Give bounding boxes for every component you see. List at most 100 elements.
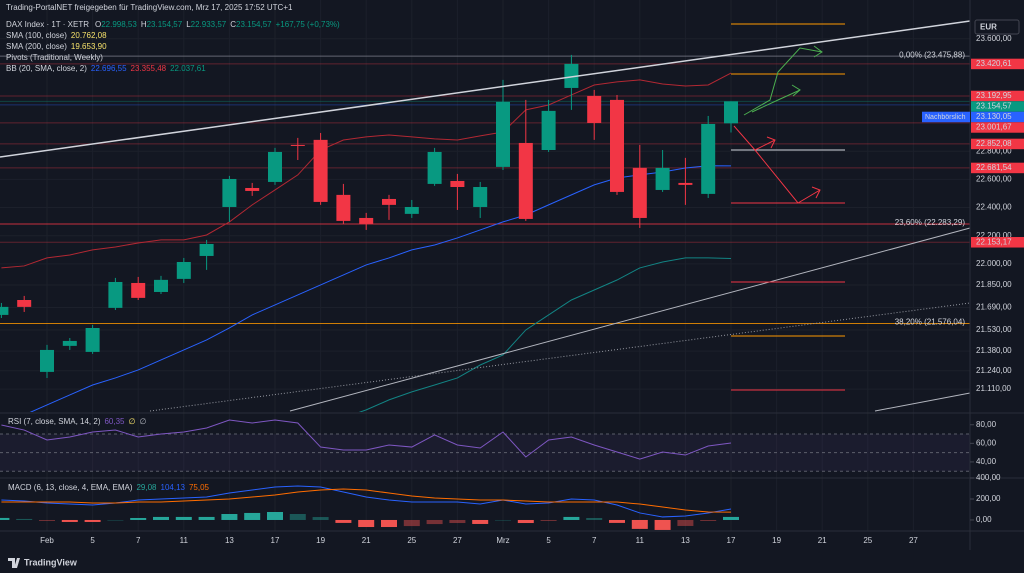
shared-note: Trading-PortalNET freigegeben für Tradin…: [6, 3, 293, 12]
candle-body: [564, 63, 579, 88]
indicator-row: SMA (100, close) 20.762,08: [6, 31, 107, 40]
currency-box[interactable]: [974, 19, 1020, 35]
macd-histogram-bar: [221, 513, 238, 520]
macd-histogram-bar: [700, 519, 717, 521]
scenario-arrow: [751, 89, 801, 113]
candle-body: [245, 187, 260, 191]
session-box: [922, 111, 970, 123]
fib-label: 0,00% (23.475,88): [899, 50, 965, 59]
macd-histogram-bar: [175, 516, 192, 520]
fib-label: 38,20% (21.576,04): [895, 318, 966, 327]
candle-body: [17, 299, 32, 307]
ohlc-key: O: [95, 20, 101, 29]
indicator-name: RSI (7, close, SMA, 14, 2): [8, 417, 101, 426]
candle-body: [0, 306, 9, 315]
indicator-row: BB (20, SMA, close, 2) 22.696,55 23.355,48…: [6, 64, 206, 73]
candle-body: [404, 206, 419, 214]
indicator-name: Pivots (Traditional, Weekly): [6, 53, 103, 62]
x-tick-label: 13: [225, 536, 234, 545]
candle-body: [518, 142, 533, 219]
pane-title: MACD (6, 13, close, 4, EMA, EMA) 29,08 104…: [8, 483, 210, 492]
price-label: 23.001,67: [976, 123, 1012, 132]
candle-body: [496, 101, 510, 167]
macd-histogram-bar: [84, 519, 101, 522]
currency: EUR: [980, 23, 997, 32]
trend-line: [874, 392, 971, 412]
y-tick-label: 21.380,00: [976, 346, 1012, 355]
y-tick-label: 22.200,00: [976, 231, 1012, 240]
y-tick-label: 40,00: [976, 457, 997, 466]
trend-line: [289, 227, 971, 412]
y-tick-label: 400,00: [976, 473, 1001, 482]
candle-body: [382, 198, 396, 205]
indicator-name: SMA (100, close): [6, 31, 67, 40]
indicator-name: SMA (200, close): [6, 42, 67, 51]
y-tick-label: 21.240,00: [976, 366, 1012, 375]
indicator-value: 19.653,90: [71, 42, 107, 51]
candle-body: [450, 180, 465, 188]
fib-label: 23,60% (22.283,29): [895, 218, 966, 227]
signal-line: [1, 488, 732, 513]
x-tick-label: 19: [772, 536, 781, 545]
macd-histogram-bar: [198, 516, 215, 520]
macd-histogram-bar: [403, 519, 420, 527]
macd-histogram-bar: [563, 516, 580, 520]
indicator-panes: RSI (7, close, SMA, 14, 2) 60,35 ∅ ∅ MACD (6…: [0, 412, 1024, 532]
candle-body: [131, 282, 146, 298]
price-label: 22.153,17: [976, 237, 1012, 246]
candle-body: [632, 167, 647, 218]
indicator-value: 20.762,08: [71, 31, 107, 40]
x-tick-label: 5: [546, 536, 551, 545]
y-tick-label: 22.600,00: [976, 175, 1012, 184]
indicator-value: ∅: [139, 417, 146, 426]
macd-histogram-bar: [723, 516, 739, 520]
rsi-pane: [0, 419, 970, 472]
macd-histogram-bar: [586, 517, 603, 520]
candle-body: [678, 182, 693, 185]
candle-body: [222, 178, 237, 207]
grid: [0, 0, 970, 531]
bollinger-basis: [29, 165, 732, 412]
rsi-background: [0, 434, 970, 472]
scenario-arrow: [743, 47, 823, 116]
change: +167,75 (+0,73%): [276, 20, 340, 29]
macd-histogram-bar: [609, 519, 625, 523]
y-tick-label: 21.850,00: [976, 280, 1012, 289]
candle-body: [108, 281, 123, 308]
candle-body: [268, 151, 282, 182]
symbol-row: DAX Index · 1T · XETR O22.998,53 H23.154,5…: [6, 20, 340, 29]
x-tick-label: 17: [727, 536, 736, 545]
arrow-head: [791, 84, 801, 97]
price-label-box: [971, 237, 1024, 248]
x-tick-label: 27: [453, 536, 462, 545]
y-tick-label: 200,00: [976, 494, 1001, 503]
x-tick-label: 5: [90, 536, 95, 545]
candle-body: [290, 144, 305, 146]
candle-body: [336, 194, 351, 221]
indicator-row: Pivots (Traditional, Weekly): [6, 53, 103, 62]
price-label-box: [971, 162, 1024, 174]
rsi-line: [1, 419, 732, 460]
y-tick-label: 22.400,00: [976, 203, 1012, 212]
macd-histogram-bar: [61, 519, 78, 522]
candle-body: [724, 101, 738, 124]
price-label-box: [971, 122, 1024, 133]
ohlc-value: 23.154,57: [147, 20, 183, 29]
candle-body: [427, 151, 442, 184]
y-tick-label: 0,00: [976, 515, 992, 524]
trend-line: [0, 20, 971, 158]
candle-body: [313, 139, 328, 202]
y-tick-label: 80,00: [976, 420, 997, 429]
ohlc-key: L: [186, 20, 191, 29]
x-tick-label: 17: [271, 536, 280, 545]
x-tick-label: 25: [407, 536, 416, 545]
x-tick-label: 19: [316, 536, 325, 545]
indicator-row: SMA (200, close) 19.653,90: [6, 42, 107, 51]
price-label: 23.420,61: [976, 59, 1012, 68]
indicator-name: MACD (6, 13, close, 4, EMA, EMA): [8, 483, 133, 492]
session-label: Nachbörslich: [925, 114, 966, 121]
macd-histogram-bar: [312, 517, 329, 520]
price-label: 23.192,95: [976, 91, 1012, 100]
price-label-box: [971, 111, 1024, 123]
macd-histogram-bar: [39, 519, 55, 521]
